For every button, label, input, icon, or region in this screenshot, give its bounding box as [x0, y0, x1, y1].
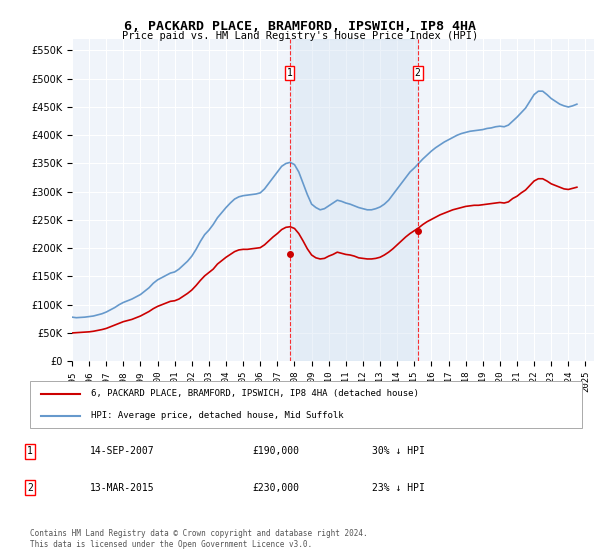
Text: 30% ↓ HPI: 30% ↓ HPI	[372, 446, 425, 456]
Text: 23% ↓ HPI: 23% ↓ HPI	[372, 483, 425, 493]
Text: 1: 1	[27, 446, 33, 456]
Text: 14-SEP-2007: 14-SEP-2007	[90, 446, 155, 456]
Text: 6, PACKARD PLACE, BRAMFORD, IPSWICH, IP8 4HA (detached house): 6, PACKARD PLACE, BRAMFORD, IPSWICH, IP8…	[91, 389, 419, 398]
Text: Contains HM Land Registry data © Crown copyright and database right 2024.
This d: Contains HM Land Registry data © Crown c…	[30, 529, 368, 549]
Bar	[290, 39, 418, 361]
Text: 2: 2	[27, 483, 33, 493]
FancyBboxPatch shape	[30, 381, 582, 428]
Text: 1: 1	[287, 68, 292, 78]
Text: Price paid vs. HM Land Registry's House Price Index (HPI): Price paid vs. HM Land Registry's House …	[122, 31, 478, 41]
Text: 2: 2	[415, 68, 421, 78]
Text: £190,000: £190,000	[252, 446, 299, 456]
Text: £230,000: £230,000	[252, 483, 299, 493]
Text: 6, PACKARD PLACE, BRAMFORD, IPSWICH, IP8 4HA: 6, PACKARD PLACE, BRAMFORD, IPSWICH, IP8…	[124, 20, 476, 32]
Text: 13-MAR-2015: 13-MAR-2015	[90, 483, 155, 493]
Text: HPI: Average price, detached house, Mid Suffolk: HPI: Average price, detached house, Mid …	[91, 411, 343, 420]
